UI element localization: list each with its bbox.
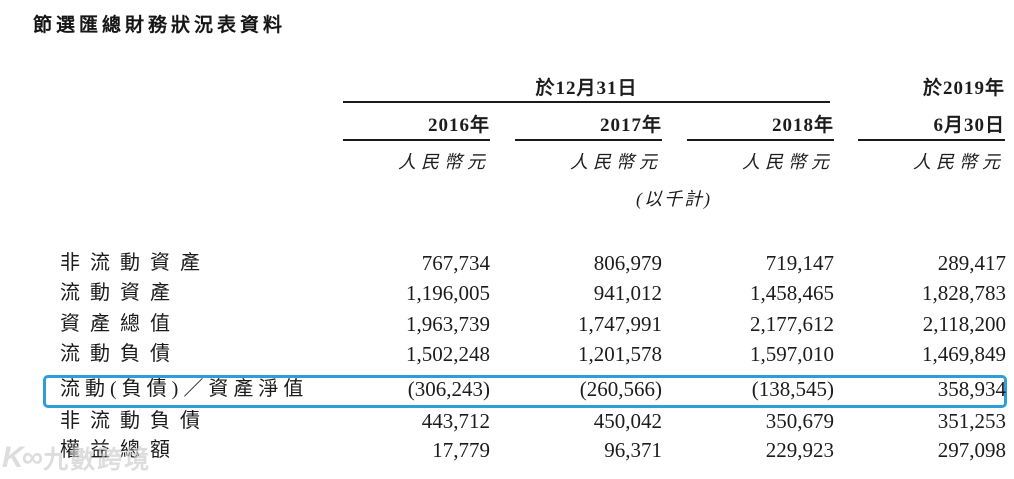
cell-value: 1,502,248	[406, 342, 490, 366]
cell-value: 351,253	[937, 409, 1006, 433]
rule-col-2018	[687, 139, 834, 141]
cell-value: (138,545)	[751, 377, 834, 401]
row-label-current-liabilities: 流動負債	[60, 343, 180, 365]
cell-value: 1,458,465	[750, 281, 834, 305]
currency-label-2017: 人民幣元	[570, 152, 662, 172]
cell-value: 229,923	[765, 438, 834, 462]
row-label-total-assets: 資產總值	[60, 313, 180, 335]
page-title: 節選匯總財務狀況表資料	[33, 15, 287, 36]
row-label-non-current-assets: 非流動資產	[60, 252, 210, 274]
currency-label-2018: 人民幣元	[742, 152, 834, 172]
header-2019-line2: 6月30日	[933, 115, 1005, 136]
row-label-current-assets: 流動資產	[60, 282, 180, 304]
currency-label-2016: 人民幣元	[398, 152, 490, 172]
table-row: 流動資產 1,196,005 941,012 1,458,465 1,828,7…	[35, 280, 1006, 306]
cell-value: 767,734	[421, 251, 490, 275]
cell-value: 96,371	[604, 438, 662, 462]
header-2019-line1: 於2019年	[922, 78, 1005, 99]
cell-value: 2,177,612	[750, 312, 834, 336]
cell-value: 1,469,849	[922, 342, 1006, 366]
rule-col-2017	[515, 139, 662, 141]
rule-col-2016	[343, 139, 490, 141]
header-year-2018: 2018年	[771, 115, 834, 136]
cell-value: 297,098	[937, 438, 1006, 462]
cell-value: (260,566)	[579, 377, 662, 401]
table-row-highlighted: 流動(負債)／資產淨值 (306,243) (260,566) (138,545…	[35, 376, 1006, 402]
cell-value: 1,597,010	[750, 342, 834, 366]
cell-value: 2,118,200	[922, 312, 1006, 336]
cell-value: 806,979	[593, 251, 662, 275]
cell-value: 350,679	[765, 409, 834, 433]
cell-value: 1,828,783	[922, 281, 1006, 305]
rule-group-span	[343, 101, 830, 103]
cell-value: (306,243)	[407, 377, 490, 401]
currency-label-2019: 人民幣元	[913, 152, 1005, 172]
unit-note: (以千計)	[636, 189, 712, 209]
table-row: 非流動負債 443,712 450,042 350,679 351,253	[35, 408, 1006, 434]
row-label-net-current-assets: 流動(負債)／資產淨值	[60, 378, 309, 400]
header-group-dec31: 於12月31日	[535, 78, 638, 99]
cell-value: 1,196,005	[406, 281, 490, 305]
row-label-non-current-liabilities: 非流動負債	[60, 410, 210, 432]
highlight-box	[43, 375, 1007, 408]
cell-value: 450,042	[593, 409, 662, 433]
table-row: 流動負債 1,502,248 1,201,578 1,597,010 1,469…	[35, 341, 1006, 367]
row-label-total-equity: 權益總額	[60, 439, 180, 461]
cell-value: 1,963,739	[406, 312, 490, 336]
cell-value: 941,012	[593, 281, 662, 305]
header-year-2017: 2017年	[599, 115, 662, 136]
cell-value: 358,934	[937, 377, 1006, 401]
cell-value: 1,201,578	[578, 342, 662, 366]
cell-value: 1,747,991	[578, 312, 662, 336]
table-row: 非流動資產 767,734 806,979 719,147 289,417	[35, 250, 1006, 276]
rule-col-2019	[858, 139, 1005, 141]
cell-value: 719,147	[765, 251, 834, 275]
cell-value: 443,712	[421, 409, 490, 433]
table-row: 資產總值 1,963,739 1,747,991 2,177,612 2,118…	[35, 311, 1006, 337]
cell-value: 289,417	[937, 251, 1006, 275]
header-year-2016: 2016年	[427, 115, 490, 136]
table-row: 權益總額 17,779 96,371 229,923 297,098	[35, 437, 1006, 463]
cell-value: 17,779	[432, 438, 490, 462]
